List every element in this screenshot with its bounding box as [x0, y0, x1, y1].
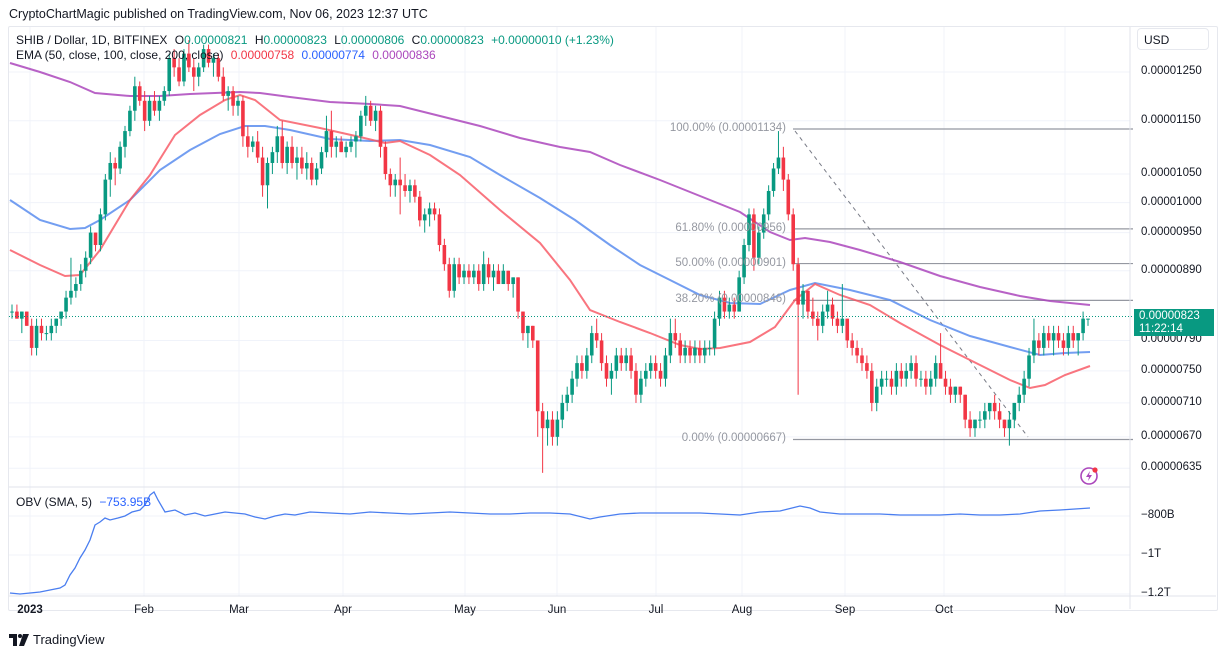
- price-axis-label: 0.00000670: [1141, 429, 1202, 442]
- open-value: O0.00000821: [174, 33, 248, 47]
- obv-axis-label: −1.2T: [1141, 587, 1171, 599]
- candlestick-series: [10, 40, 1090, 473]
- time-axis-label: Jun: [547, 604, 567, 616]
- fib-level-label: 100.00% (0.00001134): [669, 121, 786, 134]
- time-axis-label: May: [454, 604, 476, 616]
- low-value: L0.00000806: [334, 33, 405, 47]
- ema50-value: 0.00000758: [230, 48, 295, 62]
- obv-label: OBV (SMA, 5): [16, 495, 93, 509]
- time-axis-label: Jul: [648, 604, 664, 616]
- close-value: C0.00000823: [411, 33, 484, 47]
- fib-level-label: 38.20% (0.00000846): [675, 293, 786, 306]
- high-value: H0.00000823: [254, 33, 327, 47]
- fibonacci-retracement: [793, 128, 1133, 441]
- ema200-value: 0.00000836: [372, 48, 436, 62]
- time-axis-label: Feb: [134, 604, 154, 616]
- symbol-legend: SHIB / Dollar, 1D, BITFINEX O0.00000821 …: [16, 33, 618, 47]
- price-axis-label: 0.00000750: [1141, 363, 1202, 376]
- symbol-name: SHIB / Dollar, 1D, BITFINEX: [16, 33, 168, 47]
- time-axis-label: 2023: [17, 604, 43, 616]
- price-axis-label: 0.00001150: [1141, 113, 1201, 126]
- price-axis-label: 0.00000890: [1141, 263, 1202, 276]
- price-axis-label: 0.00000950: [1141, 225, 1202, 238]
- price-axis-label: 0.00001050: [1141, 167, 1202, 180]
- obv-legend: OBV (SMA, 5) −753.95B: [16, 495, 151, 509]
- tradingview-logo-icon: [9, 633, 29, 646]
- time-axis-label: Apr: [334, 604, 352, 616]
- fib-level-label: 61.80% (0.00000956): [675, 221, 786, 234]
- chart-frame: [8, 26, 1218, 611]
- obv-axis-label: −800B: [1141, 509, 1175, 521]
- bar-countdown: 11:22:14: [1139, 323, 1183, 335]
- price-axis-label: 0.00001250: [1141, 65, 1202, 78]
- lightning-alert-icon[interactable]: [1079, 466, 1099, 486]
- ema-legend: EMA (50, close, 100, close, 200, close) …: [16, 48, 440, 62]
- change-value: +0.00000010 (+1.23%): [491, 33, 614, 47]
- ema100-value: 0.00000774: [301, 48, 365, 62]
- price-axis-label: 0.00000710: [1141, 395, 1202, 408]
- tradingview-logo[interactable]: TradingView: [9, 632, 105, 647]
- price-axis-label: 0.00001000: [1141, 195, 1202, 208]
- obv-line: [9, 491, 1091, 595]
- obv-axis-label: −1T: [1141, 548, 1162, 560]
- time-axis-label: Nov: [1054, 604, 1076, 616]
- tradingview-brand: TradingView: [33, 632, 105, 647]
- fib-level-label: 0.00% (0.00000667): [681, 432, 786, 445]
- time-axis-label: Sep: [834, 604, 856, 616]
- obv-value: −753.95B: [99, 495, 152, 509]
- publisher-line: CryptoChartMagic published on TradingVie…: [9, 7, 428, 21]
- ema-label: EMA (50, close, 100, close, 200, close): [16, 48, 224, 62]
- ema-lines: [9, 62, 1091, 390]
- last-price: 0.00000823: [1139, 310, 1200, 322]
- last-price-tag: 0.00000823 11:22:14: [1134, 309, 1214, 336]
- time-axis-label: Mar: [229, 604, 249, 616]
- fib-level-label: 50.00% (0.00000901): [675, 256, 786, 269]
- time-axis-label: Aug: [731, 604, 753, 616]
- time-axis-label: Oct: [935, 604, 953, 616]
- price-axis-label: 0.00000635: [1141, 461, 1202, 474]
- price-axis-label: 0.00000790: [1141, 333, 1202, 346]
- grid-lines: [9, 27, 1130, 596]
- currency-button[interactable]: USD: [1137, 28, 1209, 50]
